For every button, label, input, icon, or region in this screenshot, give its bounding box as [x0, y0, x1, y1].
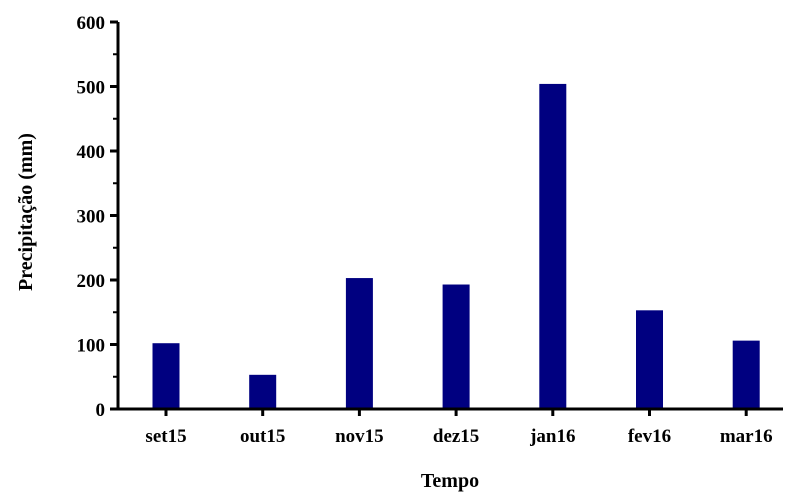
x-tick-label: nov15	[335, 426, 384, 447]
x-tick-label: set15	[145, 426, 186, 447]
bar-set15	[152, 343, 180, 409]
y-axis-title: Precipitação (mm)	[15, 133, 37, 291]
x-tick-label: dez15	[433, 426, 479, 447]
bars-group	[152, 83, 760, 410]
y-tick-label: 300	[77, 207, 106, 228]
bar-out15	[249, 374, 277, 409]
x-tick-label: mar16	[720, 426, 773, 447]
y-tick-label: 500	[77, 78, 106, 99]
y-ticks-group: 0 100 200 300 400 500 600	[77, 13, 118, 421]
bar-dez15	[442, 284, 470, 409]
bar-nov15	[345, 278, 373, 409]
y-tick-label: 600	[77, 13, 106, 34]
x-tick-label: fev16	[628, 426, 671, 447]
x-axis-title: Tempo	[421, 470, 479, 492]
x-tick-label: jan16	[529, 426, 575, 447]
bar-jan16	[539, 83, 567, 410]
bar-mar16	[732, 340, 760, 409]
y-tick-label: 200	[77, 271, 106, 292]
x-ticks-group: set15 out15 nov15 dez15 jan16 fev16 mar16	[145, 409, 773, 447]
y-tick-label: 100	[77, 336, 106, 357]
y-tick-label: 0	[96, 400, 106, 421]
y-tick-label: 400	[77, 142, 106, 163]
bar-fev16	[636, 310, 663, 409]
x-tick-label: out15	[240, 426, 285, 447]
